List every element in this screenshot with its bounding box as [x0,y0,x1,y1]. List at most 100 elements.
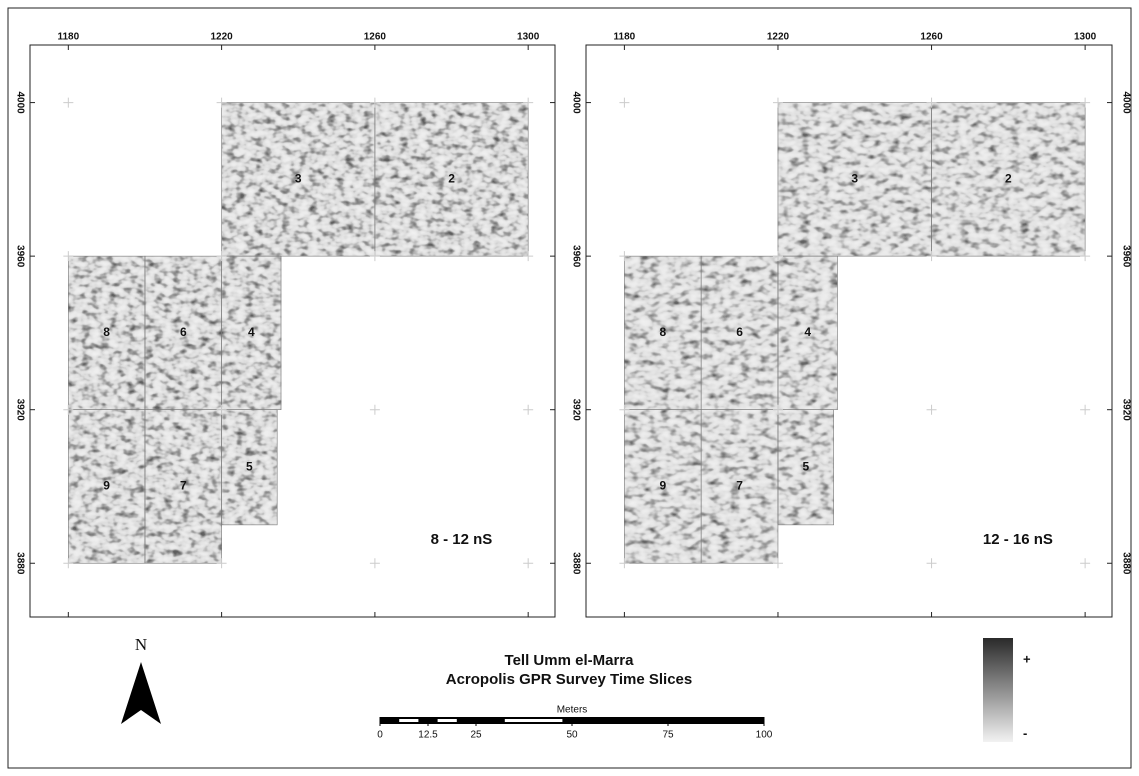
y-tick-label: 3920 [570,399,581,422]
gpr-slice [624,256,702,410]
gpr-slice [144,256,222,410]
grid-cross [619,404,630,415]
grid-label: 3 [851,172,858,186]
grid-cross [523,97,534,108]
outer-border [7,7,1132,769]
gpr-slice [221,409,278,525]
figure-title: Tell Umm el-Marra [505,652,635,669]
legend-low: - [1023,725,1027,740]
gpr-slice [144,409,222,564]
scale-tick-label: 25 [470,730,482,741]
grid-cross [926,404,937,415]
grid-cross [926,97,937,108]
y-tick-label: 4000 [1120,91,1131,114]
grid-cross [216,404,227,415]
grid-cross [216,251,227,262]
grid-label: 7 [180,479,187,493]
grid-label: 9 [659,479,666,493]
scale-gap [399,719,419,722]
scale-tick-label: 100 [756,730,773,741]
grid-cross [1080,404,1091,415]
grid-cross [523,404,534,415]
gpr-slice [777,256,838,410]
grid-cross [772,558,783,569]
grid-cross [216,97,227,108]
grid-outline [221,409,278,526]
gpr-slice [221,102,375,257]
grid-cross [369,404,380,415]
grid-cross [619,251,630,262]
gpr-slice [701,409,778,564]
grid-cross [772,404,783,415]
gpr-slice [777,102,932,257]
x-tick-label: 1220 [767,32,790,43]
grid-cross [926,558,937,569]
panel-title: 12 - 16 nS [983,531,1053,548]
grid-cross [772,97,783,108]
grid-cross [1080,251,1091,262]
scale-gap [504,719,563,722]
panel-title: 8 - 12 nS [431,531,493,548]
y-tick-label: 3960 [1120,245,1131,268]
x-tick-label: 1260 [920,32,943,43]
grid-cross [1080,97,1091,108]
grid-cross [369,97,380,108]
gpr-slice [624,409,702,564]
grid-label: 4 [804,325,811,339]
grid-cross [63,97,74,108]
gpr-slice [701,256,778,410]
grid-label: 2 [1005,172,1012,186]
grid-cross [63,558,74,569]
grid-outline [931,102,1086,257]
grid-label: 4 [248,325,255,339]
grid-cross [369,251,380,262]
grid-label: 3 [295,172,302,186]
grid-label: 6 [736,325,743,339]
grid-cross [1080,558,1091,569]
north-label: N [135,635,147,654]
grid-cross [63,251,74,262]
gpr-slice [68,256,145,410]
gpr-slice [374,102,529,257]
grid-label: 5 [802,459,809,473]
y-tick-label: 3920 [14,399,25,422]
scale-tick-label: 12.5 [418,730,438,741]
figure-subtitle: Acropolis GPR Survey Time Slices [446,671,693,688]
grid-outline [374,102,529,257]
grid-cross [619,558,630,569]
gpr-slice [68,409,145,564]
grid-label: 8 [103,325,110,339]
y-tick-label: 4000 [14,91,25,114]
grid-cross [216,558,227,569]
y-tick-label: 3880 [570,552,581,575]
grid-cross [523,251,534,262]
legend-ramp [983,638,1013,742]
grid-cross [523,558,534,569]
x-tick-label: 1300 [517,32,540,43]
scale-tick-label: 75 [662,730,674,741]
x-tick-label: 1180 [614,32,636,43]
gpr-slice [777,409,834,525]
y-tick-label: 3880 [1120,552,1131,575]
y-tick-label: 4000 [570,91,581,114]
grid-label: 7 [736,479,743,493]
grid-outline [777,409,834,526]
scale-gap [437,719,457,722]
gpr-slice [221,256,282,410]
y-tick-label: 3920 [1120,399,1131,422]
grid-cross [63,404,74,415]
x-tick-label: 1220 [210,32,233,43]
y-tick-label: 3880 [14,552,25,575]
grid-cross [772,251,783,262]
gpr-slice [931,102,1086,257]
x-tick-label: 1180 [57,32,79,43]
grid-label: 6 [180,325,187,339]
grid-cross [926,251,937,262]
x-tick-label: 1300 [1074,32,1097,43]
grid-label: 8 [659,325,666,339]
grid-label: 5 [246,459,253,473]
north-arrow [121,662,161,724]
grid-label: 2 [448,172,455,186]
grid-cross [619,97,630,108]
